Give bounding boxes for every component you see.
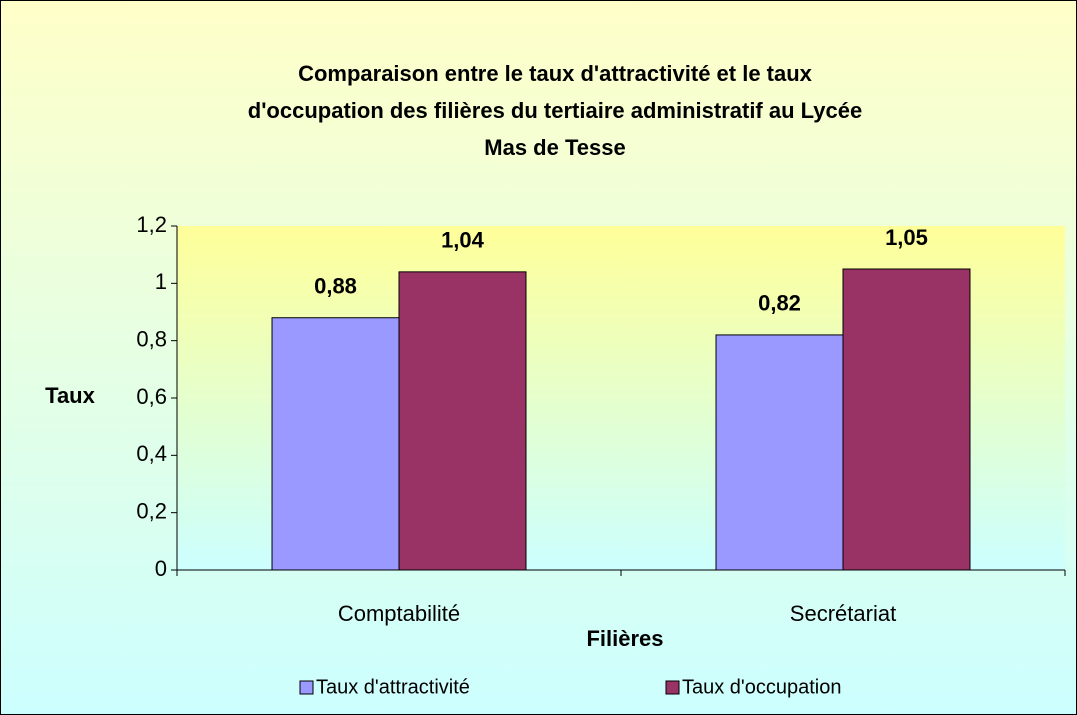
value-label: 1,04 [441,228,485,253]
value-label: 1,05 [885,225,928,250]
value-label: 0,82 [758,291,801,316]
chart-title: d'occupation des filières du tertiaire a… [248,98,862,123]
legend-swatch [299,680,314,695]
x-axis-label: Filières [586,626,663,651]
y-tick-label: 1 [155,269,167,294]
y-axis-label: Taux [45,383,95,408]
x-tick-label: Secrétariat [790,601,896,626]
legend-label: Taux d'occupation [682,676,841,698]
chart-title: Mas de Tesse [484,135,625,160]
y-tick-label: 0,6 [136,384,167,409]
value-label: 0,88 [314,274,357,299]
y-tick-label: 0,2 [136,498,167,523]
bar [398,271,527,571]
legend-label: Taux d'attractivité [316,676,470,698]
y-tick-label: 1,2 [136,212,167,237]
y-tick-label: 0,8 [136,326,167,351]
x-tick-label: Comptabilité [338,601,460,626]
chart-title: Comparaison entre le taux d'attractivité… [298,61,813,86]
y-tick-label: 0,4 [136,441,167,466]
bar [842,268,971,571]
bar [271,317,400,571]
legend-swatch [665,680,680,695]
y-tick-label: 0 [155,556,167,581]
bar [715,334,844,571]
